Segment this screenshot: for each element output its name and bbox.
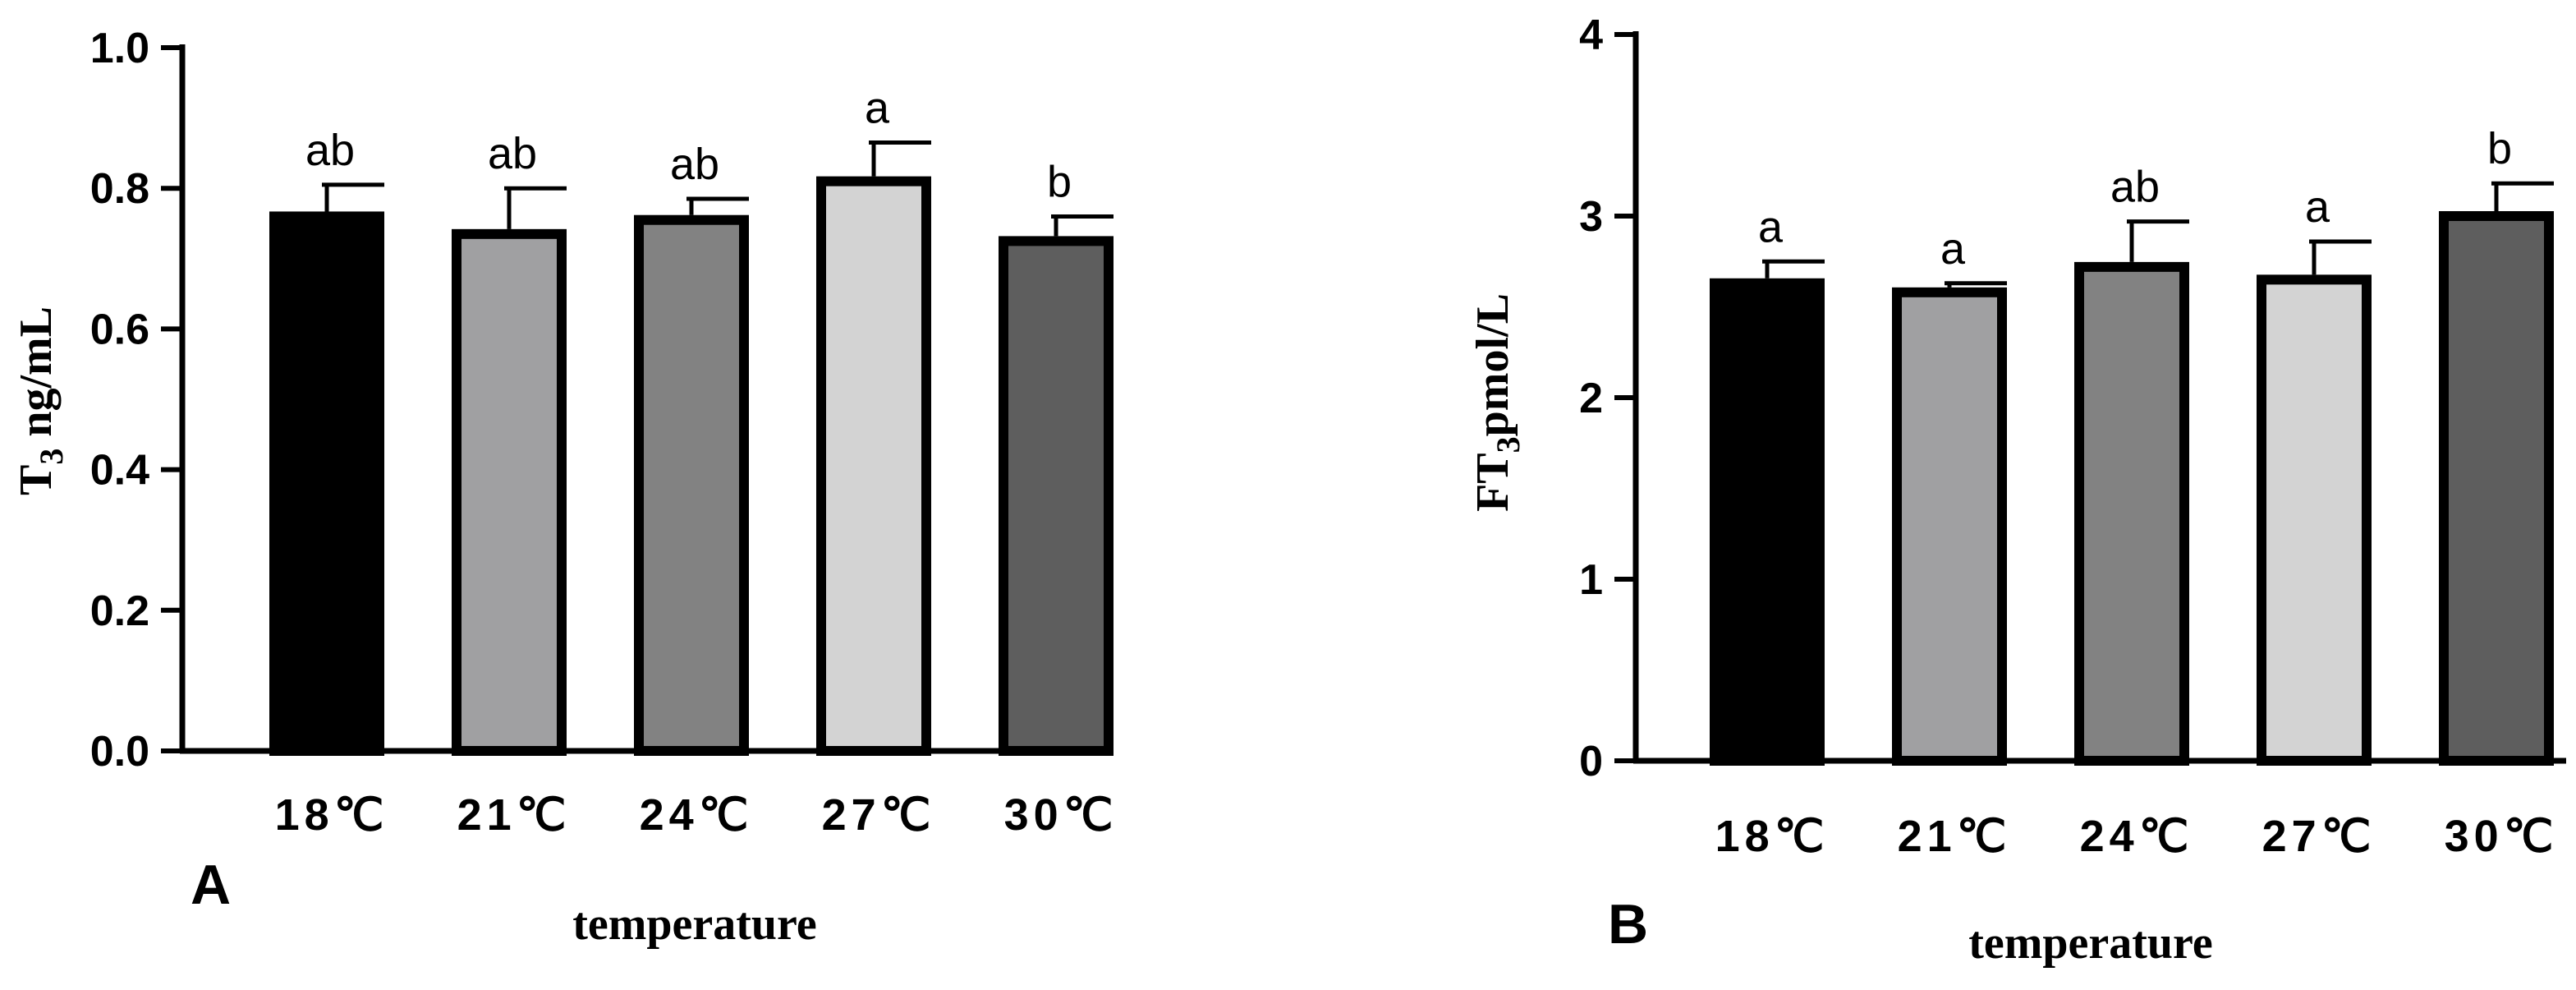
- chart-panel-a: A temperature T3 ng/mL 0.0 0.2 0.4 0.6 0.8 1.…: [11, 25, 1118, 950]
- error-bar-b-4: [2491, 181, 2554, 211]
- x-tick-label-b-1: 21℃: [1898, 812, 2012, 861]
- y-tick-label-a: 1.0: [90, 25, 149, 72]
- significance-label-a-2: ab: [670, 140, 719, 189]
- x-tick-label-a-3: 27℃: [822, 790, 936, 840]
- y-tick-label-a: 0.4: [90, 447, 149, 495]
- error-bar-a-1: [504, 186, 567, 229]
- significance-label-a-3: a: [865, 84, 890, 133]
- significance-label-a-1: ab: [488, 129, 537, 178]
- x-axis-title-b: temperature: [1968, 918, 2213, 969]
- error-bar-a-4: [1051, 214, 1114, 237]
- error-bar-b-2: [2127, 219, 2189, 262]
- y-tick-label-b: 2: [1579, 375, 1603, 422]
- bar-b-2: [2074, 261, 2189, 766]
- error-bar-b-0: [1762, 259, 1825, 279]
- y-axis-title-a: T3 ng/mL: [11, 306, 70, 495]
- significance-label-a-0: ab: [305, 126, 355, 175]
- y-tick-label-a: 0.0: [90, 728, 149, 776]
- bar-b-4: [2439, 211, 2554, 766]
- panel-label-a: A: [191, 854, 231, 916]
- x-tick-label-b-0: 18℃: [1715, 812, 1830, 861]
- bar-b-1: [1892, 287, 2007, 766]
- error-bar-a-2: [686, 196, 749, 215]
- panel-label-b: B: [1608, 893, 1648, 955]
- bar-a-3: [816, 176, 931, 756]
- bar-a-2: [634, 214, 749, 757]
- x-tick-label-a-2: 24℃: [640, 790, 754, 840]
- significance-label-b-3: a: [2305, 182, 2330, 232]
- x-tick-label-b-3: 27℃: [2262, 812, 2376, 861]
- bar-a-1: [452, 228, 567, 756]
- bar-a-0: [269, 211, 384, 756]
- bar-b-3: [2257, 274, 2372, 767]
- y-tick-label-b: 1: [1579, 556, 1603, 604]
- x-tick-label-a-4: 30℃: [1004, 790, 1118, 840]
- bar-b-0: [1710, 278, 1825, 766]
- significance-label-b-2: ab: [2110, 163, 2160, 212]
- chart-panel-b: B temperature FT3pmol/L 01234a18℃a21℃ab2…: [1467, 12, 2566, 969]
- y-tick-label-a: 0.2: [90, 587, 149, 635]
- x-tick-label-a-1: 21℃: [457, 790, 572, 840]
- y-tick-label-b: 4: [1579, 12, 1603, 59]
- y-tick-label-b: 3: [1579, 193, 1603, 241]
- error-bar-b-3: [2309, 239, 2372, 275]
- significance-label-b-4: b: [2487, 124, 2512, 173]
- x-tick-label-b-2: 24℃: [2080, 812, 2194, 861]
- significance-label-b-0: a: [1758, 202, 1784, 251]
- y-tick-label-a: 0.6: [90, 306, 149, 353]
- significance-label-a-4: b: [1047, 157, 1072, 206]
- error-bar-a-3: [869, 140, 931, 177]
- error-bar-b-1: [1945, 281, 2007, 288]
- y-tick-label-a: 0.8: [90, 165, 149, 213]
- x-tick-label-b-4: 30℃: [2445, 812, 2559, 861]
- significance-label-b-1: a: [1940, 224, 1966, 274]
- y-tick-label-b: 0: [1579, 738, 1603, 785]
- y-axis-title-b: FT3pmol/L: [1467, 293, 1527, 512]
- error-bar-a-0: [322, 182, 384, 212]
- x-axis-title-a: temperature: [572, 899, 817, 950]
- bar-a-4: [999, 236, 1114, 756]
- x-tick-label-a-0: 18℃: [275, 790, 389, 840]
